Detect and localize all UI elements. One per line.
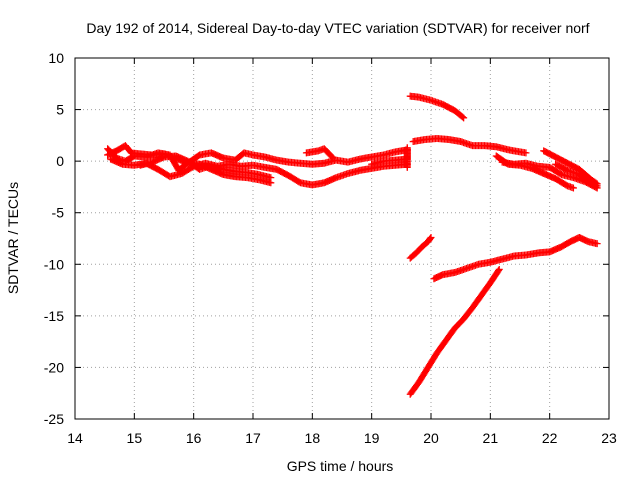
data-point — [459, 113, 467, 121]
x-tick-label: 19 — [364, 430, 380, 446]
x-tick-label: 14 — [67, 430, 83, 446]
axis-ticks — [74, 57, 610, 420]
y-tick-label: -10 — [44, 256, 64, 272]
x-tick-label: 22 — [542, 430, 558, 446]
y-tick-label: 0 — [56, 153, 64, 169]
x-tick-label: 20 — [423, 430, 439, 446]
y-tick-label: -20 — [44, 359, 64, 375]
y-tick-label: 10 — [48, 50, 64, 66]
data-point — [593, 240, 601, 248]
x-axis-title: GPS time / hours — [287, 458, 394, 474]
data-point — [267, 174, 275, 182]
y-tick-label: -15 — [44, 308, 64, 324]
y-tick-label: -25 — [44, 411, 64, 427]
data-point — [569, 184, 577, 192]
x-tick-label: 23 — [601, 430, 617, 446]
data-point — [328, 153, 336, 161]
chart-title: Day 192 of 2014, Sidereal Day-to-day VTE… — [86, 20, 589, 36]
y-tick-label: -5 — [52, 205, 65, 221]
data-point — [460, 114, 468, 122]
x-tick-label: 16 — [186, 430, 202, 446]
y-tick-label: 5 — [56, 102, 64, 118]
x-tick-labels: 14 15 16 17 18 19 20 21 22 23 — [67, 430, 617, 446]
data-point — [495, 265, 503, 273]
data-point — [329, 154, 337, 162]
x-tick-label: 18 — [305, 430, 321, 446]
data-point — [522, 149, 530, 157]
y-axis-title: SDTVAR / TECUs — [5, 182, 21, 294]
x-tick-label: 17 — [245, 430, 261, 446]
data-point — [403, 163, 411, 171]
plot-border — [74, 57, 610, 420]
x-tick-label: 15 — [127, 430, 143, 446]
data-point — [593, 182, 601, 190]
data-points — [104, 92, 601, 398]
data-point — [494, 267, 502, 275]
data-point — [427, 233, 435, 241]
x-tick-label: 21 — [483, 430, 499, 446]
data-point — [426, 235, 434, 242]
y-tick-labels: -25 -20 -15 -10 -5 0 5 10 — [44, 50, 64, 427]
